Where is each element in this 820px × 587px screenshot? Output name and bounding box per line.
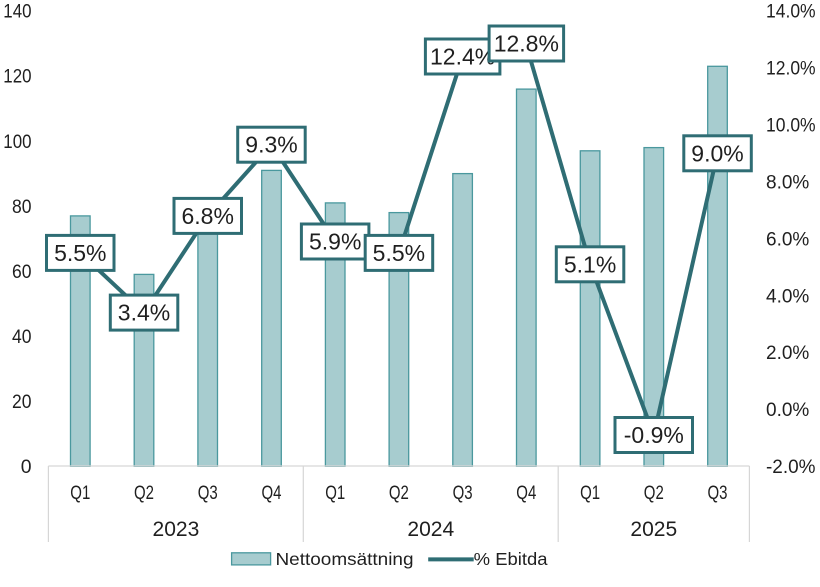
svg-text:5.9%: 5.9% [309, 229, 361, 255]
svg-text:40: 40 [12, 326, 32, 348]
svg-text:100: 100 [3, 131, 31, 153]
svg-text:5.1%: 5.1% [564, 251, 616, 277]
svg-text:Q1: Q1 [580, 482, 600, 504]
svg-text:20: 20 [12, 391, 32, 413]
svg-text:Q2: Q2 [389, 482, 409, 504]
svg-text:140: 140 [3, 1, 31, 23]
svg-text:Q4: Q4 [262, 482, 282, 504]
svg-text:12.4%: 12.4% [430, 44, 495, 70]
svg-text:9.0%: 9.0% [691, 140, 743, 166]
svg-text:Q2: Q2 [644, 482, 664, 504]
svg-text:Nettoomsättning: Nettoomsättning [276, 549, 414, 569]
svg-text:14.0%: 14.0% [766, 1, 816, 23]
svg-text:80: 80 [12, 196, 32, 218]
svg-text:Q3: Q3 [453, 482, 473, 504]
svg-text:3.4%: 3.4% [118, 300, 170, 326]
svg-text:-0.9%: -0.9% [624, 422, 684, 448]
svg-text:8.0%: 8.0% [766, 171, 809, 193]
svg-text:12.0%: 12.0% [766, 58, 816, 80]
svg-text:5.5%: 5.5% [54, 240, 106, 266]
svg-text:60: 60 [12, 261, 32, 283]
svg-text:6.8%: 6.8% [181, 203, 233, 229]
svg-text:2023: 2023 [153, 518, 200, 541]
svg-text:-2.0%: -2.0% [766, 456, 816, 478]
svg-text:9.3%: 9.3% [245, 132, 297, 158]
svg-text:4.0%: 4.0% [766, 285, 809, 307]
svg-text:2024: 2024 [407, 518, 454, 541]
svg-text:0.0%: 0.0% [766, 399, 809, 421]
svg-text:2025: 2025 [630, 518, 677, 541]
svg-text:10.0%: 10.0% [766, 115, 816, 137]
svg-text:12.8%: 12.8% [494, 31, 559, 57]
svg-text:Q1: Q1 [70, 482, 90, 504]
svg-text:Q3: Q3 [198, 482, 218, 504]
svg-text:% Ebitda: % Ebitda [474, 549, 548, 569]
svg-text:Q2: Q2 [134, 482, 154, 504]
svg-text:2.0%: 2.0% [766, 342, 809, 364]
svg-text:Q1: Q1 [325, 482, 345, 504]
svg-text:5.5%: 5.5% [373, 240, 425, 266]
svg-text:120: 120 [3, 66, 31, 88]
svg-text:Q3: Q3 [708, 482, 728, 504]
svg-text:0: 0 [21, 456, 32, 478]
svg-text:Q4: Q4 [516, 482, 536, 504]
svg-text:6.0%: 6.0% [766, 228, 809, 250]
